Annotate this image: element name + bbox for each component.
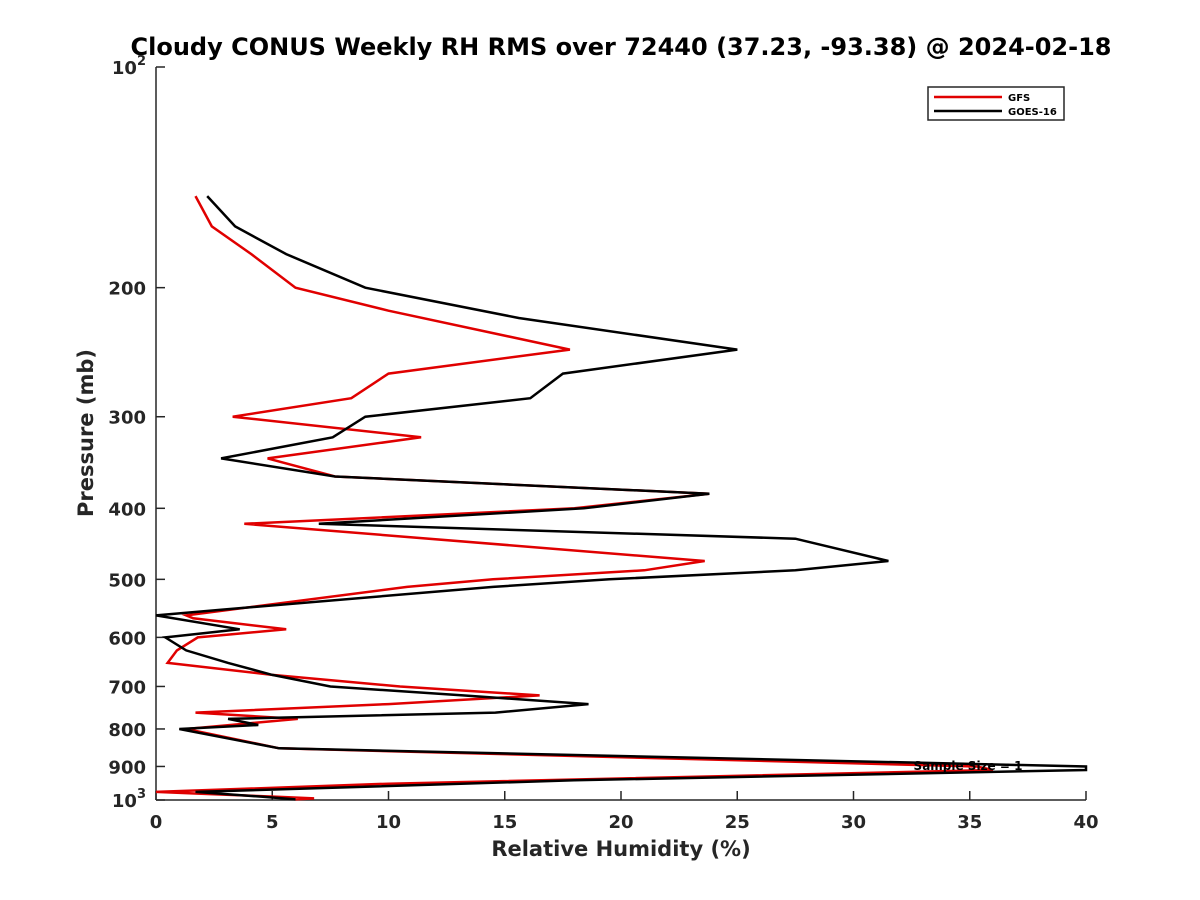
x-axis-ticks: 0 5 10 15 20 25 30 35 40: [150, 791, 1099, 833]
axes-background: [156, 67, 1086, 800]
y-tick-label: 700: [108, 677, 146, 698]
y-tick-label: 500: [108, 570, 146, 591]
series-line-goes16: [155, 195, 1088, 801]
x-tick-label: 30: [841, 812, 866, 833]
y-tick-label: 200: [108, 279, 146, 300]
x-tick-label: 20: [608, 812, 633, 833]
legend: GFS GOES-16: [927, 86, 1065, 121]
legend-box: [927, 86, 1065, 121]
x-tick-label: 40: [1073, 812, 1098, 833]
plot-area: [155, 67, 1086, 801]
y-tick-label: 900: [108, 757, 146, 778]
legend-label-goes16: GOES-16: [1008, 107, 1057, 118]
y-tick-label: 800: [108, 720, 146, 741]
y-tick-label: 400: [108, 499, 146, 520]
x-tick-label: 35: [957, 812, 982, 833]
y-axis-label: Pressure (mb): [74, 349, 98, 517]
y-axis-ticks: 102 200 300 400 500 600 700 800 900 103: [108, 54, 165, 812]
sample-size-annotation: Sample Size = 1: [914, 759, 1023, 773]
x-tick-label: 10: [376, 812, 401, 833]
legend-label-gfs: GFS: [1008, 93, 1030, 104]
x-tick-label: 0: [150, 812, 163, 833]
chart-title: Cloudy CONUS Weekly RH RMS over 72440 (3…: [131, 33, 1112, 61]
x-tick-label: 5: [266, 812, 279, 833]
series-line-gfs: [155, 195, 994, 801]
y-tick-label: 300: [108, 408, 146, 429]
y-tick-label: 102: [112, 54, 146, 79]
x-tick-label: 15: [492, 812, 517, 833]
x-axis-label: Relative Humidity (%): [491, 837, 750, 861]
series-group: [155, 195, 1088, 801]
y-tick-label: 600: [108, 628, 146, 649]
x-tick-label: 25: [725, 812, 750, 833]
y-tick-label: 103: [112, 787, 146, 812]
